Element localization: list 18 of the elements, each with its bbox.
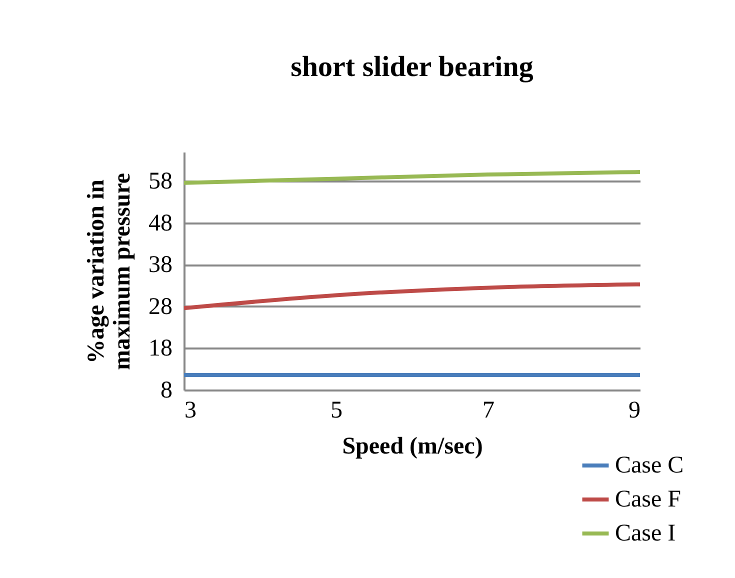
line-series — [182, 170, 642, 185]
y-tick-label: 8 — [160, 378, 172, 404]
y-tick-label: 28 — [148, 294, 172, 320]
x-tick-label: 9 — [628, 398, 640, 424]
x-tick-label: 7 — [482, 398, 494, 424]
y-tick-label: 18 — [148, 336, 172, 362]
legend-label: Case F — [615, 486, 681, 512]
legend-label: Case I — [615, 520, 676, 546]
x-tick-label: 3 — [184, 398, 196, 424]
line-series — [182, 282, 642, 310]
y-tick-label: 58 — [148, 168, 172, 195]
chart-title: short slider bearing — [290, 51, 534, 83]
legend-label: Case C — [615, 452, 684, 478]
y-tick-label: 48 — [148, 210, 172, 236]
y-tick-label: 38 — [148, 252, 172, 278]
x-axis-title: Speed (m/sec) — [342, 434, 483, 460]
x-tick-label: 5 — [330, 398, 342, 424]
y-axis-title: %age variation in maximum pressure — [84, 172, 136, 370]
